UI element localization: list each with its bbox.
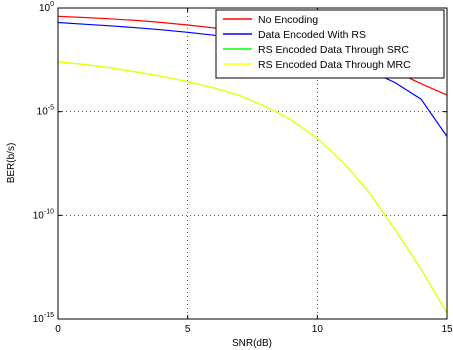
legend-label: Data Encoded With RS — [258, 29, 366, 41]
x-tick-label: 15 — [441, 324, 453, 335]
grid — [58, 8, 447, 319]
plot-frame — [57, 7, 448, 320]
x-tick-label: 5 — [185, 324, 191, 335]
y-tick-label: 10-5 — [37, 105, 54, 118]
y-tick-base: 10 — [33, 314, 45, 325]
axis-ticks — [57, 7, 448, 320]
y-tick-exponent: -15 — [44, 312, 54, 319]
legend-label: RS Encoded Data Through MRC — [258, 59, 411, 71]
y-tick-label: 10-15 — [33, 312, 54, 325]
y-tick-base: 10 — [37, 107, 49, 118]
legend: No Encoding Data Encoded With RS RS Encode… — [215, 9, 445, 79]
y-tick-label: 100 — [39, 1, 54, 14]
x-tick-label: 0 — [55, 324, 61, 335]
series-line-4 — [57, 61, 448, 314]
y-tick-exponent: -10 — [44, 208, 54, 215]
legend-label: RS Encoded Data Through SRC — [258, 44, 409, 56]
y-tick-label: 10-10 — [33, 208, 54, 221]
legend-label: No Encoding — [258, 14, 318, 26]
legend-box — [215, 9, 445, 79]
y-tick-exponent: 0 — [50, 1, 54, 8]
y-axis-label: BER(b/s) — [6, 143, 17, 184]
x-tick-label: 10 — [312, 324, 324, 335]
y-tick-base: 10 — [39, 3, 51, 14]
x-axis-label: SNR(dB) — [232, 338, 272, 349]
y-tick-base: 10 — [33, 210, 45, 221]
y-tick-exponent: -5 — [48, 105, 54, 112]
x-tick-labels: 0 5 10 15 — [55, 324, 453, 335]
